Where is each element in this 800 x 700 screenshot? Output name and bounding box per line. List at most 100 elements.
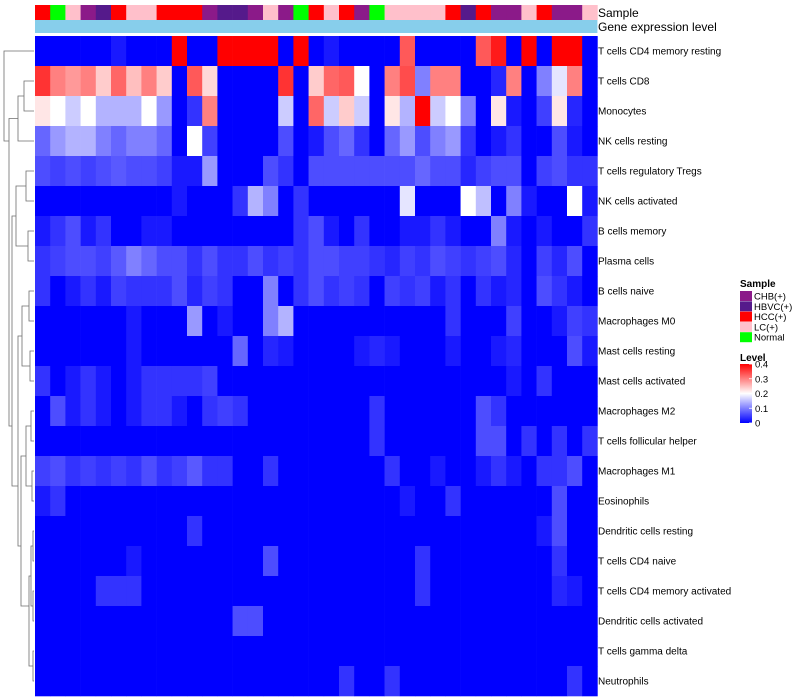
heatmap-cell [415, 126, 431, 157]
heatmap-cell [460, 156, 477, 187]
heatmap-cell [323, 576, 340, 607]
heatmap-cell [415, 486, 431, 517]
heatmap-cell [263, 366, 279, 397]
heatmap-cell [567, 336, 583, 367]
heatmap-cell [460, 576, 477, 607]
heatmap-cell [384, 456, 401, 487]
heatmap-cell [232, 456, 249, 487]
heatmap-cell [156, 486, 173, 517]
heatmap-cell [126, 36, 142, 67]
heatmap-cell [95, 156, 112, 187]
heatmap-cell [202, 426, 218, 457]
sample-legend-label: HBVC(+) [754, 302, 792, 313]
level-legend-label: 0.1 [755, 404, 768, 415]
heatmap-cell [35, 336, 51, 367]
heatmap-cell [278, 546, 294, 577]
heatmap-cell [475, 606, 492, 637]
heatmap-cell [126, 486, 142, 517]
heatmap-cell [323, 606, 340, 637]
heatmap-cell [126, 246, 142, 277]
heatmap-cell [521, 546, 537, 577]
heatmap-cell [582, 306, 598, 337]
row-label: Macrophages M2 [598, 407, 676, 418]
heatmap-cell [399, 426, 416, 457]
heatmap-cell [551, 126, 568, 157]
heatmap-cell [582, 486, 598, 517]
heatmap-cell [263, 606, 279, 637]
sample-legend-swatch [740, 291, 752, 301]
heatmap-cell [35, 96, 51, 127]
heatmap-cell [156, 456, 173, 487]
heatmap-cell [232, 126, 249, 157]
heatmap-cell [323, 36, 340, 67]
heatmap-cell [369, 126, 385, 157]
heatmap-cell [141, 216, 157, 247]
heatmap-cell [506, 666, 522, 697]
heatmap-cell [384, 36, 401, 67]
heatmap-cell [171, 666, 188, 697]
heatmap-cell [582, 246, 598, 277]
heatmap-cell [247, 156, 264, 187]
heatmap-cell [582, 66, 598, 97]
heatmap-cell [445, 576, 461, 607]
heatmap-cell [308, 336, 325, 367]
heatmap-cell [567, 276, 583, 307]
heatmap-cell [491, 636, 507, 667]
heatmap-cell [354, 516, 370, 547]
heatmap-cell [80, 576, 97, 607]
heatmap-cell [95, 546, 112, 577]
heatmap-cell [339, 306, 355, 337]
row-label: Plasma cells [598, 257, 654, 268]
row-label: T cells regulatory Tregs [598, 167, 702, 178]
heatmap-cell [171, 126, 188, 157]
heatmap-cell [293, 426, 309, 457]
heatmap-cell [50, 666, 66, 697]
heatmap-cell [308, 126, 325, 157]
row-label: B cells naive [598, 287, 655, 298]
row-label: Mast cells resting [598, 347, 675, 358]
heatmap-cell [80, 306, 97, 337]
heatmap-cell [95, 396, 112, 427]
heatmap-cell [187, 96, 203, 127]
heatmap-cell [415, 246, 431, 277]
heatmap-cell [217, 546, 233, 577]
heatmap-cell [156, 636, 173, 667]
heatmap-cell [308, 306, 325, 337]
heatmap-cell [187, 666, 203, 697]
heatmap-cell [202, 126, 218, 157]
heatmap-cell [35, 366, 51, 397]
heatmap-cell [263, 426, 279, 457]
heatmap-cell [384, 666, 401, 697]
heatmap-cell [202, 606, 218, 637]
heatmap-cell [369, 666, 385, 697]
heatmap-cell [65, 66, 81, 97]
heatmap-cell [567, 306, 583, 337]
row-label: Mast cells activated [598, 377, 685, 388]
heatmap-cell [50, 126, 66, 157]
heatmap-cell [399, 456, 416, 487]
heatmap-cell [65, 126, 81, 157]
heatmap-cell [95, 606, 112, 637]
heatmap-cell [126, 666, 142, 697]
heatmap-cell [202, 216, 218, 247]
heatmap-cell [521, 96, 537, 127]
heatmap-cell [491, 216, 507, 247]
heatmap-cell [536, 126, 553, 157]
row-label: Neutrophils [598, 677, 649, 688]
heatmap-cell [187, 36, 203, 67]
heatmap-cell [50, 516, 66, 547]
row-label: Dendritic cells resting [598, 527, 693, 538]
heatmap-cell [399, 126, 416, 157]
heatmap-cell [171, 306, 188, 337]
heatmap-cell [430, 186, 446, 217]
heatmap-cell [384, 486, 401, 517]
heatmap-cell [141, 366, 157, 397]
dendrogram-link [30, 410, 34, 442]
heatmap-cell [35, 186, 51, 217]
heatmap-cell [323, 636, 340, 667]
heatmap-cell [65, 426, 81, 457]
heatmap-cell [65, 276, 81, 307]
heatmap-cell [430, 516, 446, 547]
heatmap-cell [415, 276, 431, 307]
heatmap-cell [354, 426, 370, 457]
